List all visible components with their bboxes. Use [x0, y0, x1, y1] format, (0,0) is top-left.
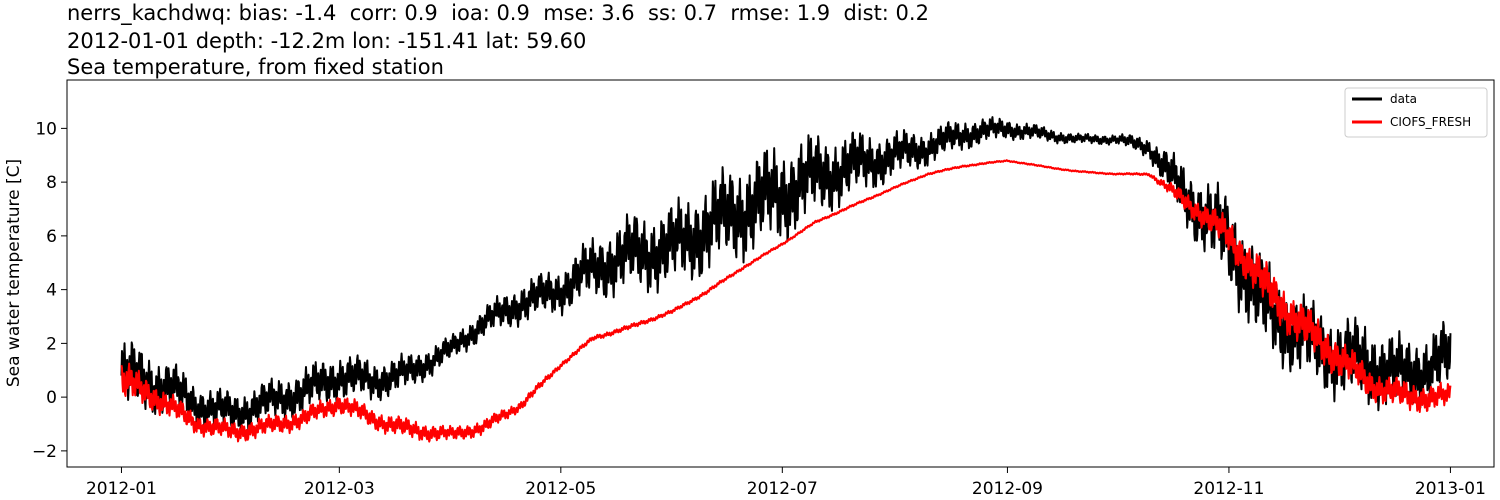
series-line-ciofs-fresh: [120, 159, 1452, 443]
chart-title-line-2: 2012-01-01 depth: -12.2m lon: -151.41 la…: [67, 29, 587, 53]
legend-label-data: data: [1390, 92, 1417, 106]
y-axis-label: Sea water temperature [C]: [4, 159, 24, 387]
x-tick-label: 2013-01: [1415, 479, 1486, 499]
x-tick-label: 2012-11: [1193, 479, 1264, 499]
chart-title-line-3: Sea temperature, from fixed station: [67, 55, 444, 79]
chart-title-line-1: nerrs_kachdwq: bias: -1.4 corr: 0.9 ioa:…: [67, 1, 929, 25]
series-line-data: [120, 116, 1452, 434]
x-tick-label: 2012-07: [747, 479, 818, 499]
y-tick-label: 6: [46, 227, 57, 247]
plot-frame: [66, 79, 1495, 468]
x-tick-label: 2012-01: [86, 479, 157, 499]
y-tick-label: 8: [46, 173, 57, 193]
y-tick-label: 10: [35, 119, 57, 139]
series-layer: [120, 116, 1452, 443]
legend-label-ciofs-fresh: CIOFS_FRESH: [1390, 115, 1471, 129]
x-tick-label: 2012-05: [525, 479, 596, 499]
y-tick-label: 0: [46, 388, 57, 408]
x-tick-label: 2012-09: [972, 479, 1043, 499]
y-axis: −2 0 2 4 6 8 10: [32, 119, 67, 462]
legend: data CIOFS_FRESH: [1344, 87, 1488, 138]
x-tick-label: 2012-03: [304, 479, 375, 499]
y-tick-label: −2: [32, 442, 57, 462]
y-tick-label: 2: [46, 334, 57, 354]
x-axis: 2012-01 2012-03 2012-05 2012-07 2012-09 2012-…: [86, 467, 1486, 499]
y-tick-label: 4: [46, 281, 57, 301]
